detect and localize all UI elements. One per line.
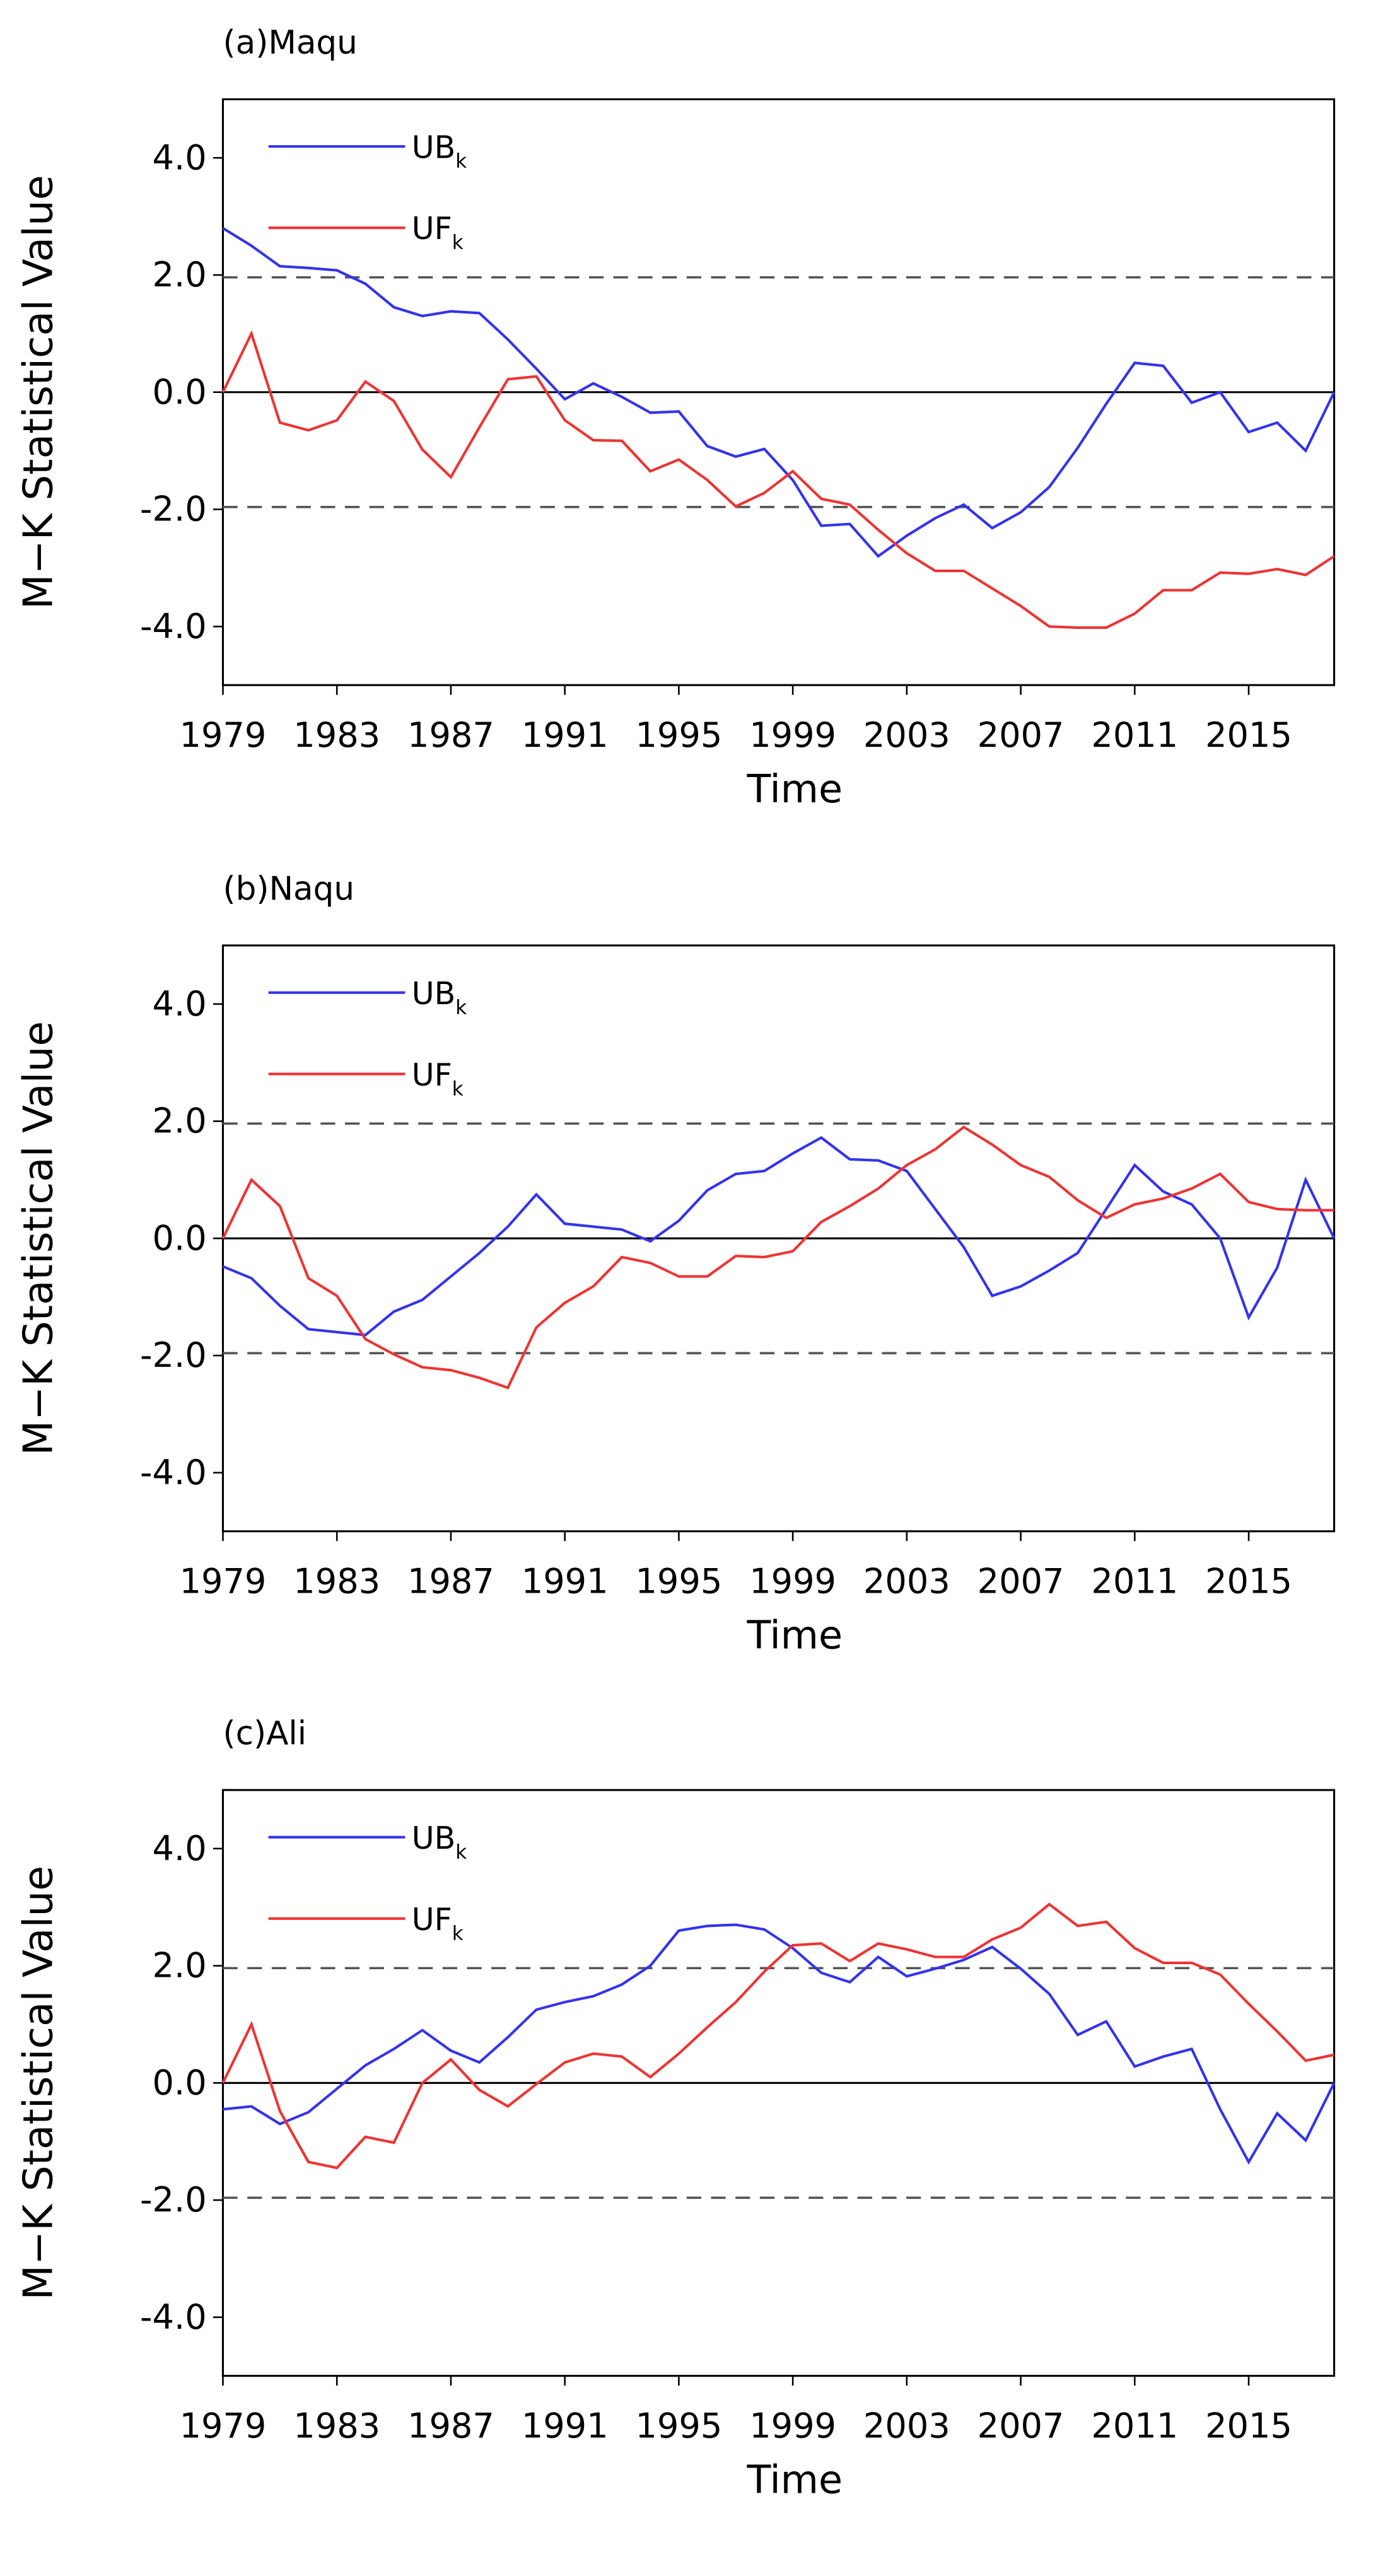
x-tick-label: 2003 [863,1562,950,1601]
x-tick-label: 1999 [749,2406,836,2446]
x-tick-label: 2011 [1091,715,1178,755]
y-tick-label: 4.0 [153,984,207,1024]
x-tick-label: 1979 [180,2406,267,2446]
y-tick-label: 4.0 [153,138,207,177]
legend-name: UF [412,211,452,247]
legend-subscript: k [452,1077,464,1100]
legend-subscript: k [452,231,464,254]
chart-title: (c)Ali [223,1715,306,1753]
chart-title: (b)Naqu [223,870,354,908]
x-tick-label: 1983 [293,715,380,755]
y-tick-label: 4.0 [153,1829,207,1868]
x-tick-label: 2015 [1205,2406,1292,2446]
legend-label: UFk [412,211,464,254]
y-tick-label: -4.0 [140,606,207,646]
y-tick-label: -2.0 [140,489,207,529]
legend-name: UB [412,129,455,165]
x-tick-label: 2015 [1205,1562,1292,1601]
legend-name: UB [412,976,455,1012]
y-tick-label: -4.0 [140,1453,207,1492]
y-tick-label: -4.0 [140,2297,207,2337]
legend-subscript: k [455,150,467,173]
legend-name: UF [412,1902,452,1938]
legend-subscript: k [455,1841,467,1863]
x-tick-label: 2007 [977,715,1065,755]
x-tick-label: 2011 [1091,2406,1178,2446]
x-tick-label: 1983 [293,1562,380,1601]
x-tick-label: 1979 [180,715,267,755]
y-tick-label: 0.0 [153,372,207,412]
x-tick-label: 1999 [749,1562,836,1601]
y-tick-label: 0.0 [153,2063,207,2102]
chart-title: (a)Maqu [223,24,357,62]
x-tick-label: 1987 [407,1562,494,1601]
legend-label: UBk [412,129,467,172]
y-axis-label: M−K Statistical Value [15,1021,62,1456]
x-tick-label: 2007 [977,1562,1065,1601]
series-line [222,226,1336,558]
x-tick-label: 1995 [635,715,722,755]
series-line [221,1902,1334,2170]
x-axis-label: Time [747,1612,843,1658]
y-axis-label: M−K Statistical Value [15,1866,62,2300]
x-tick-label: 2015 [1205,715,1292,755]
x-tick-label: 1987 [407,715,494,755]
x-tick-label: 2007 [977,2406,1065,2446]
y-axis-label: M−K Statistical Value [15,175,62,609]
y-tick-label: 0.0 [153,1218,207,1258]
y-tick-label: 2.0 [153,1946,207,1986]
legend-name: UB [412,1820,455,1856]
series-line [221,330,1335,629]
x-tick-label: 1991 [522,1562,609,1601]
x-tick-label: 2011 [1091,1562,1178,1601]
y-tick-label: 2.0 [153,1101,207,1141]
legend-label: UFk [412,1902,464,1945]
y-tick-label: -2.0 [140,1335,207,1375]
legend-label: UFk [412,1057,464,1100]
series-line [222,1136,1336,1337]
x-tick-label: 1987 [407,2406,494,2446]
x-tick-label: 1995 [635,1562,722,1601]
x-tick-label: 1999 [749,715,836,755]
legend-subscript: k [455,996,467,1019]
x-tick-label: 1991 [522,715,609,755]
x-tick-label: 2003 [863,715,950,755]
series-line [221,1125,1334,1390]
x-axis-label: Time [747,766,843,812]
legend-label: UBk [412,976,467,1019]
y-tick-label: -2.0 [140,2180,207,2220]
x-tick-label: 1979 [180,1562,267,1601]
legend-label: UBk [412,1820,467,1863]
y-tick-label: 2.0 [153,255,207,295]
legend-name: UF [412,1057,452,1093]
x-axis-label: Time [747,2457,843,2502]
series-line [223,1923,1336,2165]
x-tick-label: 2003 [863,2406,950,2446]
legend-subscript: k [452,1922,464,1945]
x-tick-label: 1995 [635,2406,722,2446]
x-tick-label: 1983 [293,2406,380,2446]
x-tick-label: 1991 [522,2406,609,2446]
